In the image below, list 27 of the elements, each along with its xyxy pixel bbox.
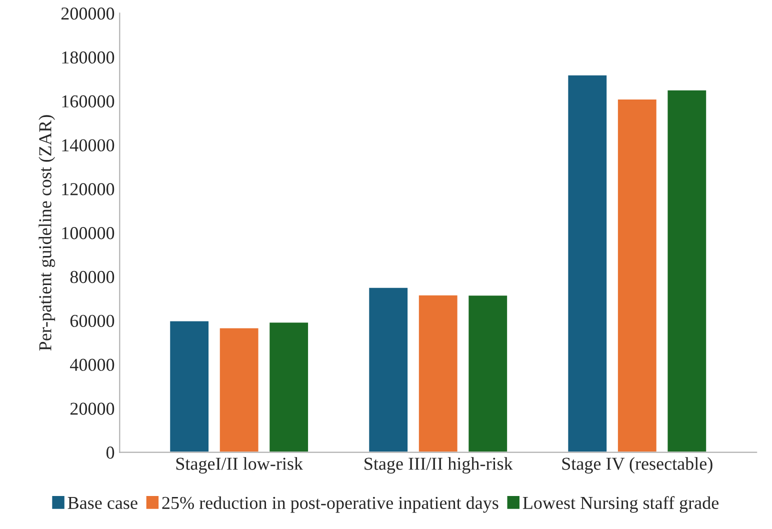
- y-tick-label: 20000: [70, 402, 114, 415]
- y-tick-label: 0: [106, 446, 114, 459]
- y-tick-label: 40000: [70, 358, 114, 371]
- bar: [218, 326, 260, 452]
- y-tick-label: 160000: [62, 95, 114, 108]
- legend-label: Lowest Nursing staff grade: [522, 496, 719, 513]
- y-tick-label: 140000: [62, 139, 114, 152]
- bar: [666, 88, 708, 452]
- y-tick-label: 80000: [70, 270, 114, 284]
- legend-label: 25% reduction in post-operative inpatient days: [162, 496, 498, 513]
- x-tick-label: Stage III/II high-risk: [364, 457, 513, 474]
- bar: [566, 74, 608, 452]
- y-axis-title: Per-patient guideline cost (ZAR): [38, 115, 56, 351]
- x-tick-label: StageI/II low-risk: [176, 457, 304, 474]
- bar: [616, 98, 658, 452]
- y-tick-label: 60000: [70, 314, 114, 328]
- x-tick-label: Stage IV (resectable): [562, 457, 712, 474]
- y-tick-label: 100000: [62, 227, 114, 240]
- legend-label: Base case: [68, 497, 138, 510]
- bar: [368, 286, 409, 452]
- bar: [168, 320, 210, 452]
- bar: [268, 321, 310, 452]
- bar: [418, 294, 459, 452]
- bar: [467, 294, 508, 452]
- y-tick-label: 120000: [62, 183, 114, 196]
- y-tick-label: 200000: [61, 7, 114, 20]
- y-tick-label: 180000: [62, 51, 114, 64]
